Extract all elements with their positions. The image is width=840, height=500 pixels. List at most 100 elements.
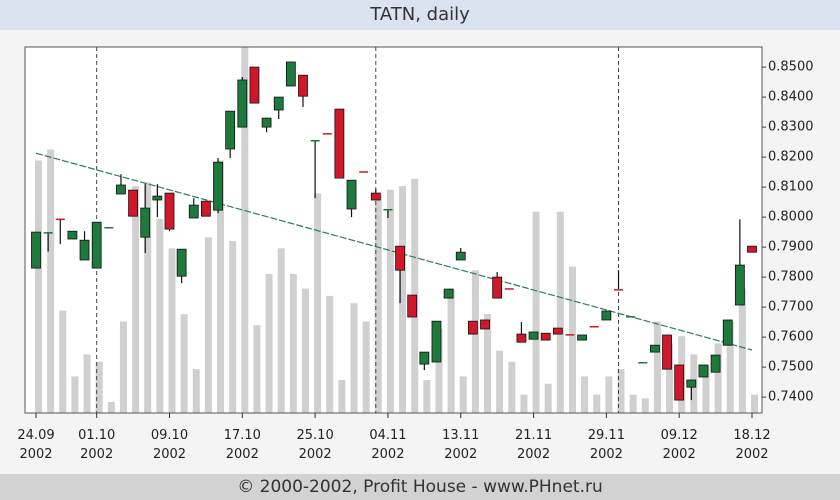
volume-bar xyxy=(265,273,273,413)
volume-bar xyxy=(629,394,637,413)
y-tick-label: 0.7400 xyxy=(768,390,814,405)
volume-bar xyxy=(581,376,589,413)
candle-body xyxy=(650,344,660,353)
volume-bar xyxy=(47,149,55,414)
candle-body xyxy=(455,251,466,261)
candle-body xyxy=(504,288,514,290)
y-tick-label: 0.8300 xyxy=(768,120,814,135)
candle-body xyxy=(480,319,490,330)
volume-bar xyxy=(459,376,467,413)
volume-bar xyxy=(423,380,431,413)
candle-body xyxy=(261,117,272,128)
volume-bar xyxy=(362,321,370,413)
candle-body xyxy=(322,133,332,135)
plot-frame xyxy=(24,46,763,414)
candle-body xyxy=(638,362,648,364)
volume-bar xyxy=(301,288,309,413)
volume-bar xyxy=(35,160,42,413)
volume-bar xyxy=(702,365,710,413)
y-tick-label: 0.7600 xyxy=(768,330,814,345)
candle-body xyxy=(152,195,163,201)
volume-bar xyxy=(229,240,237,413)
y-tick-label: 0.7800 xyxy=(768,270,814,285)
candle-body xyxy=(359,171,369,173)
volume-bar xyxy=(338,380,346,413)
volume-bar xyxy=(314,193,322,413)
volume-bar xyxy=(95,361,103,413)
candle-body xyxy=(31,231,41,269)
candle-body xyxy=(747,245,757,253)
candle-body xyxy=(310,140,320,142)
volume-bar xyxy=(241,47,249,413)
candle-body xyxy=(140,207,151,238)
candle-body xyxy=(431,320,442,363)
candle-body xyxy=(552,327,563,335)
volume-bar xyxy=(277,248,285,413)
candle-body xyxy=(91,221,102,269)
volume-bar xyxy=(326,295,334,413)
candle-body xyxy=(540,332,551,341)
candle-body xyxy=(698,364,709,378)
volume-bar xyxy=(714,343,722,413)
volume-bar xyxy=(83,354,91,413)
y-tick-label: 0.8100 xyxy=(768,180,814,195)
volume-bar xyxy=(751,394,758,413)
y-tick-label: 0.8500 xyxy=(768,60,814,75)
candle-body xyxy=(104,227,114,229)
candle-body xyxy=(67,230,78,240)
x-tick-label: 29.11 2002 xyxy=(587,428,625,462)
volume-bar xyxy=(217,160,225,413)
volume-bar xyxy=(253,325,261,413)
candle-body xyxy=(492,276,503,299)
candle-body xyxy=(237,79,248,128)
candle-body xyxy=(528,331,539,340)
volume-bar xyxy=(168,248,176,413)
candle-body xyxy=(395,245,405,271)
x-tick-label: 13.11 2002 xyxy=(442,428,480,462)
y-tick-label: 0.7700 xyxy=(768,300,814,315)
candle-body xyxy=(213,161,223,211)
x-tick-label: 21.11 2002 xyxy=(514,428,553,462)
volume-bar xyxy=(435,328,443,413)
volume-bar xyxy=(132,186,140,413)
volume-bar xyxy=(496,350,504,413)
footer: © 2000-2002, Profit House - www.PHnet.ru xyxy=(0,474,840,500)
y-tick-label: 0.7900 xyxy=(768,240,814,255)
volume-bar xyxy=(180,314,188,413)
candle-body xyxy=(614,289,624,291)
x-tick-label: 04.11 2002 xyxy=(369,428,407,462)
chart-title: TATN, daily xyxy=(0,0,840,30)
x-tick-label: 24.09 2002 xyxy=(17,428,55,462)
y-tick-label: 0.8000 xyxy=(768,210,814,225)
volume-bar xyxy=(471,270,479,413)
candle-body xyxy=(43,232,53,234)
volume-bar xyxy=(119,321,127,413)
candle-body xyxy=(601,310,612,321)
volume-bar xyxy=(508,361,516,413)
volume-bar xyxy=(556,211,564,413)
volume-bar xyxy=(593,394,601,413)
volume-bar xyxy=(520,394,528,413)
candle-body xyxy=(298,74,308,97)
x-tick-label: 01.10 2002 xyxy=(78,428,116,462)
volume-bar xyxy=(726,321,734,413)
candle-body xyxy=(589,326,599,328)
candle-body xyxy=(674,364,685,401)
candle-body xyxy=(407,294,418,318)
candle-body xyxy=(734,264,745,306)
candle-body xyxy=(383,209,393,211)
candle-body xyxy=(722,319,733,346)
y-tick-label: 0.8200 xyxy=(768,150,814,165)
candle-body xyxy=(686,379,697,388)
volume-bar xyxy=(641,398,649,413)
y-tick-label: 0.7500 xyxy=(768,360,814,375)
candle-body xyxy=(346,179,357,210)
candle-body xyxy=(188,204,199,219)
candle-body xyxy=(710,354,721,373)
candle-body xyxy=(370,192,381,201)
candle-body xyxy=(225,110,236,150)
volume-bar xyxy=(532,211,540,413)
candle-body xyxy=(249,66,260,104)
